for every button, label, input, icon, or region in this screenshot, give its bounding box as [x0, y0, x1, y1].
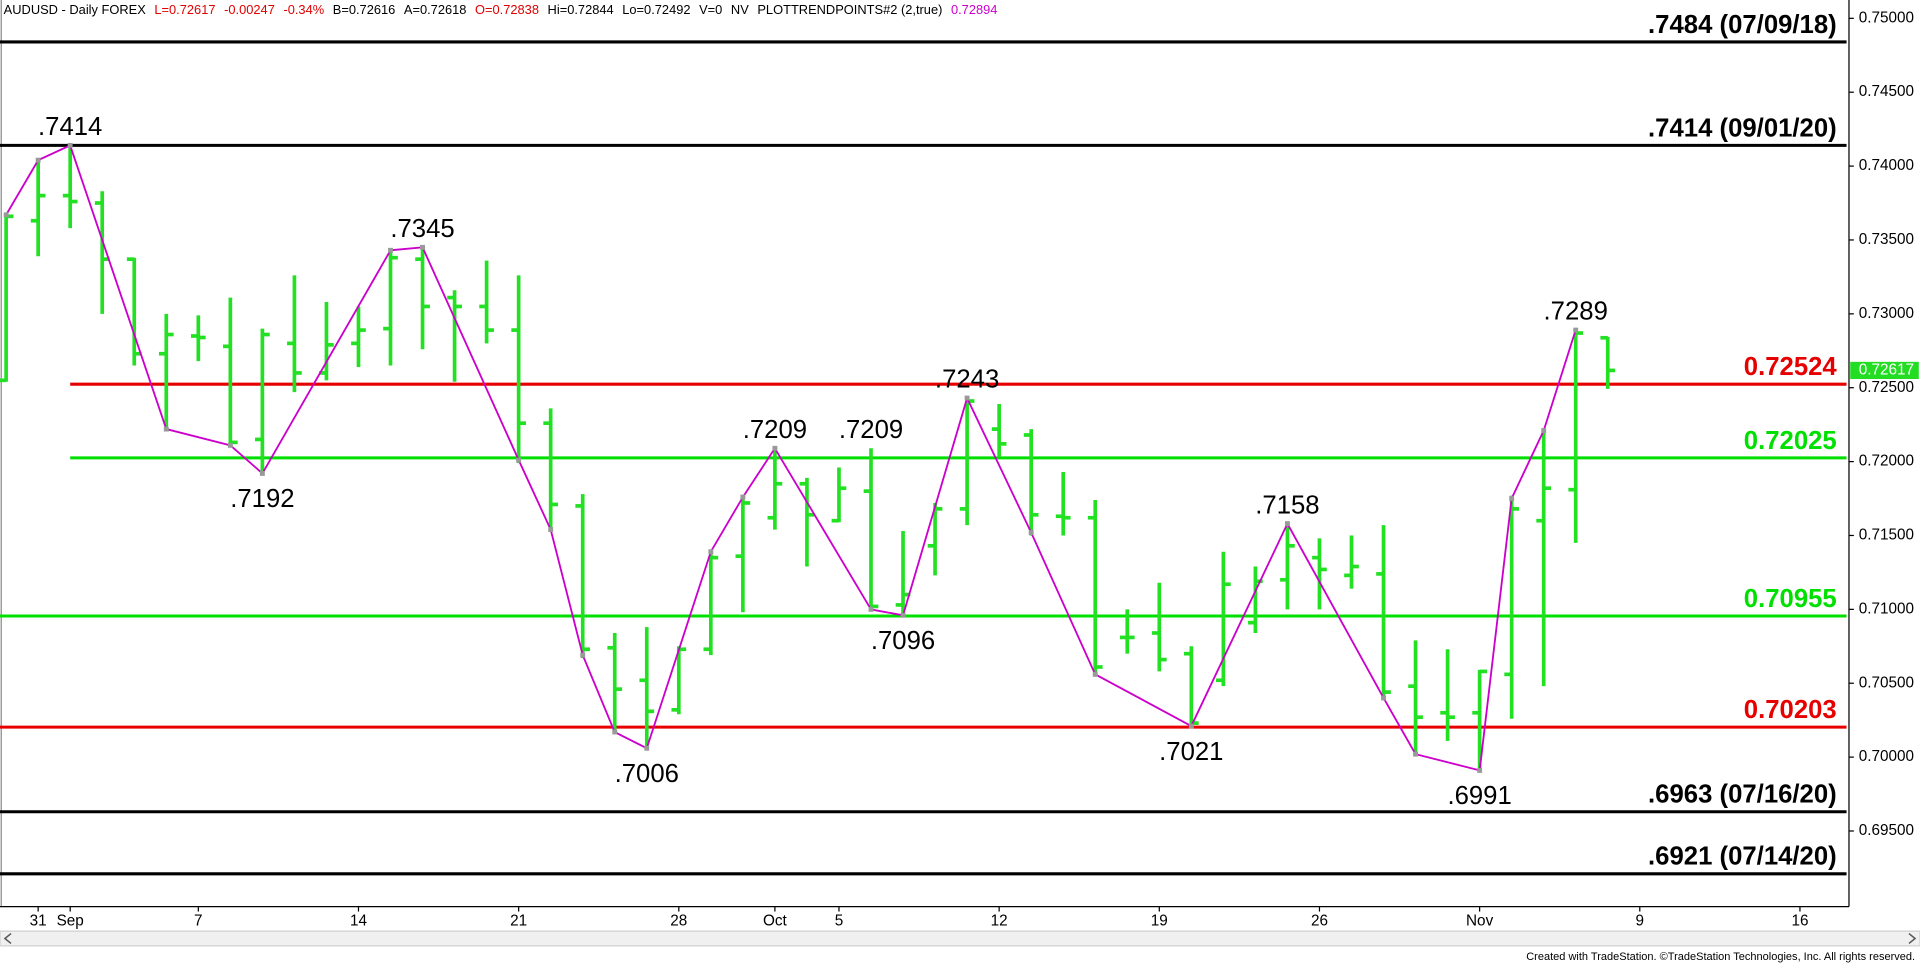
trend-point [388, 247, 393, 253]
header-item: 0.72894 [951, 2, 997, 17]
trend-point [1541, 428, 1547, 434]
y-tick-label: 0.69500 [1859, 822, 1914, 839]
swing-label: .7158 [1255, 491, 1319, 519]
swing-label: .7096 [871, 627, 935, 655]
trend-point [868, 606, 874, 612]
x-tick-label: 7 [194, 912, 203, 929]
x-tick-label: Oct [763, 912, 788, 929]
level-label: 0.72524 [1744, 353, 1838, 381]
scrollbar-track[interactable] [0, 930, 1920, 947]
level-label: .7414 (09/01/20) [1648, 114, 1837, 142]
swing-label: .7414 [38, 113, 102, 141]
trend-point [708, 549, 714, 555]
header-item: -0.00247 [224, 2, 275, 17]
swing-label: .7192 [230, 485, 294, 513]
trend-point [259, 470, 265, 476]
y-tick-label: 0.72500 [1859, 379, 1914, 396]
trend-point [772, 445, 778, 451]
swing-label: .7243 [935, 366, 999, 394]
trend-point [420, 244, 425, 250]
header-item: NV [731, 2, 749, 17]
x-tick-label: Sep [57, 912, 84, 929]
trend-point [612, 729, 618, 735]
trend-point [1509, 496, 1515, 501]
y-tick-label: 0.73500 [1859, 231, 1914, 248]
trend-point [900, 612, 906, 618]
header-item: A=0.72618 [404, 2, 467, 17]
trend-point [516, 457, 522, 463]
trend-point [1413, 751, 1419, 757]
y-tick-label: 0.70500 [1859, 674, 1914, 691]
last-price-box [1850, 361, 1919, 380]
swing-label: .7209 [839, 416, 903, 444]
x-tick-label: Nov [1466, 912, 1494, 929]
swing-label: .6991 [1447, 782, 1511, 810]
level-label: .6963 (07/16/20) [1648, 781, 1837, 809]
y-tick-label: 0.71000 [1859, 600, 1914, 617]
x-tick-label: 19 [1151, 912, 1168, 929]
trend-point [1188, 723, 1194, 729]
trend-point [1477, 767, 1483, 773]
x-tick-label: 12 [991, 912, 1008, 929]
swing-label: .7021 [1159, 738, 1223, 766]
header-item: O=0.72838 [475, 2, 539, 17]
last-price-label: 0.72617 [1859, 361, 1914, 378]
x-tick-label: 21 [510, 912, 527, 929]
scroll-left[interactable] [3, 933, 12, 944]
header-item: PLOTTRENDPOINTS#2 (2,true) [757, 2, 942, 17]
scroll-right[interactable] [1908, 933, 1917, 944]
header-item: L=0.72617 [154, 2, 215, 17]
trend-point [67, 142, 73, 148]
trend-point [227, 442, 233, 448]
y-tick-label: 0.74000 [1859, 157, 1914, 174]
level-label: .6921 (07/14/20) [1648, 843, 1837, 871]
trend-point [1284, 521, 1290, 527]
header-item: Lo=0.72492 [622, 2, 690, 17]
trend-point [1381, 695, 1386, 701]
x-tick-label: 9 [1636, 912, 1645, 929]
x-tick-label: 16 [1791, 912, 1808, 929]
swing-label: .7006 [615, 760, 679, 788]
footer: Created with TradeStation. ©TradeStation… [1526, 951, 1915, 963]
swing-label: .7345 [390, 215, 454, 243]
y-tick-label: 0.75000 [1859, 9, 1914, 26]
trend-point [163, 426, 169, 432]
level-label: 0.70203 [1744, 696, 1837, 724]
y-tick-label: 0.70000 [1859, 748, 1914, 765]
header-item: B=0.72616 [333, 2, 396, 17]
level-label: 0.72025 [1744, 427, 1837, 455]
header-item: -0.34% [283, 2, 324, 17]
trend-point [644, 745, 650, 751]
trend-point [964, 395, 970, 401]
header-item: V=0 [699, 2, 722, 17]
header: AUDUSD - Daily FOREX L=0.72617 -0.00247 -0.… [4, 2, 998, 17]
y-tick-label: 0.73000 [1859, 305, 1914, 322]
header-item: Hi=0.72844 [548, 2, 614, 17]
y-tick-label: 0.71500 [1859, 527, 1914, 544]
trend-point [580, 652, 586, 658]
x-tick-label: 31 [30, 912, 47, 929]
scrollbar[interactable] [0, 930, 1920, 947]
trend-point [35, 157, 41, 163]
header-item: AUDUSD - Daily FOREX [4, 2, 147, 17]
trend-point [1028, 530, 1034, 535]
trend-point [740, 494, 746, 500]
x-tick-label: 14 [350, 912, 368, 929]
level-label: .7484 (07/09/18) [1648, 11, 1837, 39]
trend-point [548, 527, 554, 533]
x-tick-label: 5 [835, 912, 844, 929]
trend-point [1573, 327, 1579, 333]
x-tick-label: 26 [1311, 912, 1328, 929]
trend-point [1092, 671, 1098, 677]
swing-label: .7209 [743, 416, 807, 444]
x-tick-label: 28 [670, 912, 687, 929]
trend-point [3, 212, 9, 218]
y-tick-label: 0.72000 [1859, 453, 1914, 470]
level-label: 0.70955 [1744, 585, 1837, 613]
y-tick-label: 0.74500 [1859, 83, 1914, 100]
swing-label: .7289 [1544, 298, 1608, 326]
